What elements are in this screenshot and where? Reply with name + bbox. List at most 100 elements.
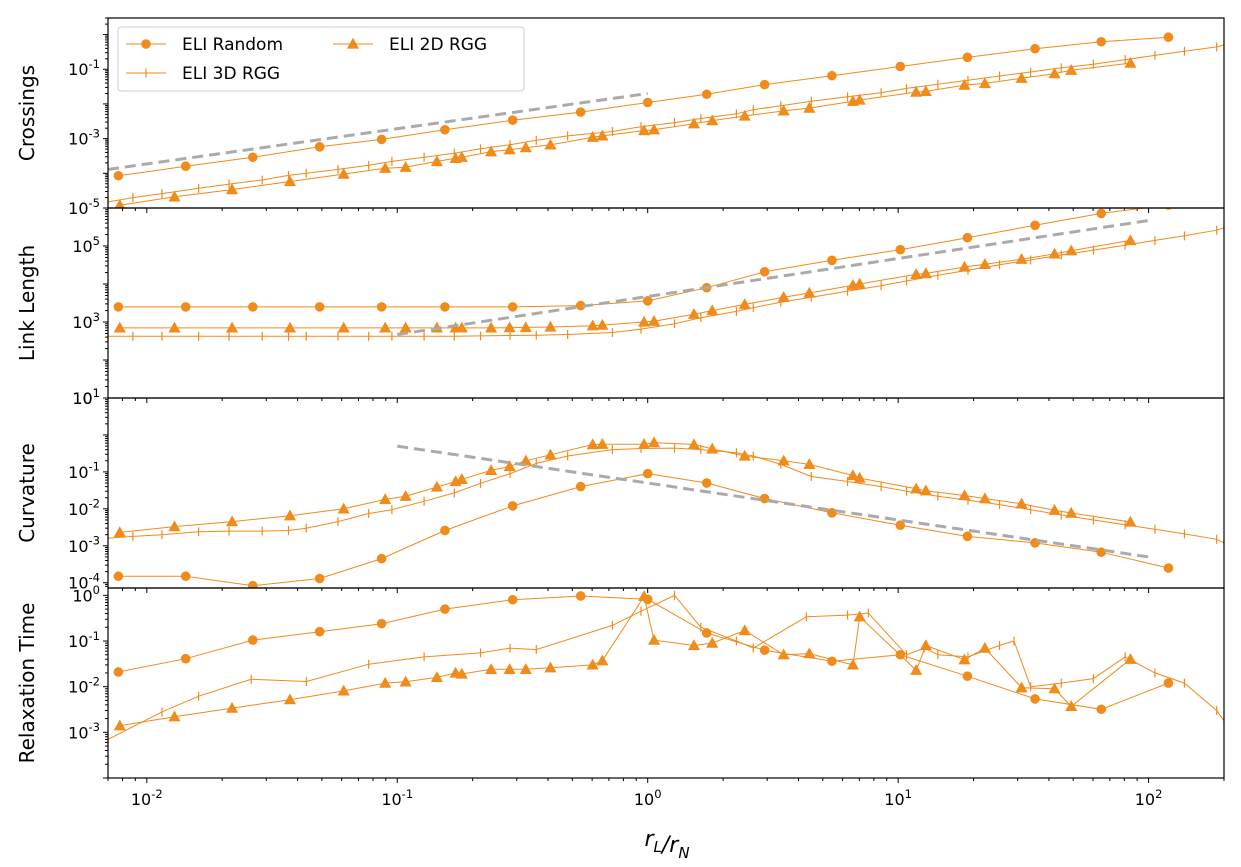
data-point	[1096, 208, 1107, 219]
data-point	[895, 520, 906, 531]
panel-link-length: 101 103 105 Link Length	[15, 207, 1225, 408]
legend-label: ELI Random	[182, 35, 283, 55]
data-point	[895, 61, 906, 72]
data-point	[701, 89, 712, 100]
data-point	[226, 183, 239, 195]
data-point	[226, 701, 239, 713]
data-point	[910, 85, 923, 97]
data-point	[638, 590, 651, 602]
series-eli-3d-rgg	[108, 40, 1224, 207]
legend-label: ELI 2D RGG	[389, 35, 487, 55]
data-point	[226, 321, 239, 333]
y-tick-label: 105	[72, 234, 100, 256]
data-point	[485, 321, 498, 333]
data-point	[379, 493, 392, 505]
data-point	[1065, 63, 1078, 75]
series-eli-2d-rgg	[114, 56, 1137, 208]
data-point	[759, 645, 770, 655]
data-point	[507, 501, 518, 511]
data-point	[1124, 56, 1137, 68]
data-point	[113, 571, 124, 582]
data-point	[485, 663, 498, 674]
data-point	[701, 478, 712, 488]
data-point	[1015, 252, 1028, 264]
data-point	[346, 37, 360, 49]
y-axis-label: Curvature	[15, 443, 39, 543]
legend-item: ELI 2D RGG	[333, 35, 487, 55]
data-point	[379, 162, 392, 173]
data-point	[519, 321, 532, 333]
data-point	[962, 232, 973, 243]
series-eli-random	[113, 468, 1174, 588]
data-point	[738, 109, 751, 121]
data-point	[853, 93, 866, 105]
data-point	[910, 268, 923, 279]
y-axis-label: Relaxation Time	[15, 603, 39, 764]
data-point	[738, 298, 751, 310]
data-point	[1096, 547, 1107, 558]
data-point	[978, 77, 991, 89]
y-axis-label: Crossings	[15, 65, 39, 161]
data-point	[430, 671, 443, 683]
data-point	[958, 78, 971, 90]
data-point	[803, 286, 816, 298]
data-point	[180, 653, 191, 664]
data-point	[337, 502, 350, 514]
reference-line	[108, 92, 648, 171]
data-point	[777, 290, 790, 302]
data-point	[379, 676, 392, 688]
data-point	[777, 454, 790, 466]
data-point	[544, 320, 557, 332]
data-point	[180, 302, 191, 312]
x-tick-label: 100	[634, 787, 662, 809]
data-point	[738, 449, 751, 461]
data-point	[455, 667, 468, 679]
data-point	[503, 321, 516, 333]
data-point	[314, 573, 325, 584]
data-point	[314, 302, 325, 312]
data-point	[440, 604, 450, 614]
data-point	[647, 314, 661, 326]
data-point	[455, 321, 468, 333]
data-point	[507, 594, 518, 605]
data-point	[638, 438, 651, 449]
data-point	[853, 471, 866, 483]
data-point	[596, 129, 609, 141]
data-point	[827, 508, 837, 518]
data-point	[114, 199, 125, 208]
data-point	[168, 520, 181, 532]
data-point	[337, 167, 350, 179]
data-point	[687, 117, 701, 129]
data-point	[399, 489, 412, 501]
x-tick-label: 10-1	[381, 787, 413, 809]
y-tick-label: 10-2	[68, 497, 100, 519]
plot-area	[108, 590, 1224, 744]
legend-item: ELI 3D RGG	[126, 64, 280, 84]
data-point	[1065, 700, 1078, 712]
data-point	[113, 526, 126, 538]
data-point	[803, 101, 816, 113]
y-tick-label: 10-1	[68, 460, 100, 482]
data-point	[803, 458, 816, 470]
x-axis-label: rL/rN	[644, 827, 689, 862]
y-tick-label: 10-3	[68, 126, 100, 148]
data-point	[485, 145, 498, 157]
data-point	[738, 624, 751, 636]
data-point	[642, 97, 653, 108]
reference-line	[396, 219, 1149, 336]
legend: ELI Random ELI 3D RGG ELI 2D RGG	[117, 26, 525, 92]
plot-area	[108, 436, 1224, 588]
data-point	[638, 124, 651, 136]
data-point	[1065, 244, 1078, 256]
y-tick-label: 101	[72, 386, 100, 408]
data-point	[168, 190, 181, 202]
data-point	[1015, 497, 1028, 509]
data-point	[596, 318, 609, 330]
data-point	[507, 115, 518, 125]
data-point	[503, 143, 516, 155]
panels: 10-5 10-3 10-1 Crossings 101 103 105 Link Lengt…	[15, 17, 1225, 809]
data-point	[827, 255, 837, 266]
data-point	[596, 654, 609, 666]
data-point	[586, 438, 599, 450]
data-point	[113, 302, 124, 312]
